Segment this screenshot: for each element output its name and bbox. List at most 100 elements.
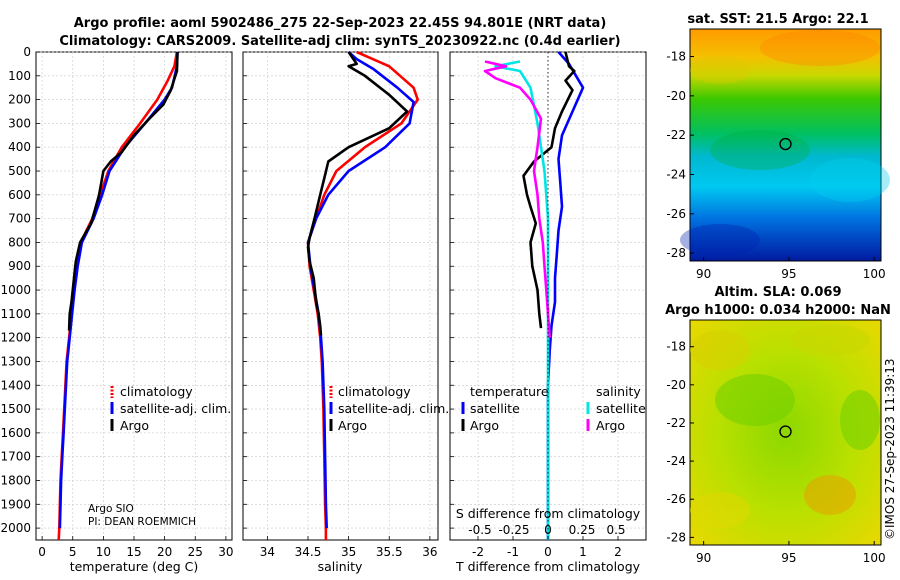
- x-tick-label: 30: [218, 545, 233, 559]
- s-diff-tick-label: -0.25: [498, 523, 529, 537]
- x-tick-label: 20: [157, 545, 172, 559]
- depth-tick-label: 200: [8, 93, 31, 107]
- x-tick-label: -1: [507, 545, 519, 559]
- data-provider-label: Argo SIO: [88, 503, 134, 515]
- argo-float-position-marker: [779, 137, 792, 151]
- depth-tick-label: 1800: [0, 473, 31, 487]
- x-tick-label: 0: [544, 545, 552, 559]
- s-diff-tick-label: 0.5: [606, 523, 625, 537]
- series-salinity-satellite: [494, 60, 550, 540]
- depth-tick-label: 300: [8, 116, 31, 130]
- x-tick-label: 0: [38, 545, 46, 559]
- s-difference-axis-label: S difference from climatology: [456, 506, 641, 521]
- map-y-tick-label: -26: [666, 492, 686, 506]
- depth-tick-label: 1100: [0, 307, 31, 321]
- map-x-tick-label: 90: [696, 267, 711, 281]
- map-x-tick-label: 100: [863, 267, 886, 281]
- figure-title-line1: Argo profile: aoml 5902486_275 22-Sep-20…: [74, 16, 607, 31]
- series-argo: [67, 51, 179, 331]
- depth-tick-label: 1200: [0, 331, 31, 345]
- map-y-tick-label: -22: [666, 416, 686, 430]
- t-difference-axis-label: T difference from climatology: [455, 559, 641, 574]
- map-y-tick-label: -18: [666, 340, 686, 354]
- legend-header-temperature: temperature: [470, 384, 549, 399]
- legend-label-satellite: satellite-adj. clim.: [338, 401, 449, 416]
- salinity-axis-label: salinity: [318, 559, 363, 574]
- legend-label-s-satellite: satellite: [596, 401, 646, 416]
- x-tick-label: 35.5: [376, 545, 403, 559]
- temperature-axis-label: temperature (deg C): [70, 559, 199, 574]
- s-diff-tick-label: -0.5: [468, 523, 491, 537]
- figure-title-line2: Climatology: CARS2009. Satellite-adj cli…: [59, 34, 620, 49]
- legend-label-climatology: climatology: [120, 384, 193, 399]
- sla-map-title-line2: Argo h1000: 0.034 h2000: NaN: [665, 303, 891, 318]
- depth-tick-label: 1500: [0, 402, 31, 416]
- depth-tick-label: 1700: [0, 450, 31, 464]
- depth-tick-label: 700: [8, 212, 31, 226]
- map-x-tick-label: 100: [863, 551, 886, 565]
- map-y-tick-label: -28: [666, 530, 686, 544]
- depth-tick-label: 1600: [0, 426, 31, 440]
- legend-label-satellite: satellite-adj. clim.: [120, 401, 231, 416]
- legend-label-argo: Argo: [338, 418, 367, 433]
- depth-tick-label: 0: [23, 45, 31, 59]
- depth-tick-label: 800: [8, 235, 31, 249]
- sst-texture: [680, 30, 890, 256]
- map-y-tick-label: -26: [666, 207, 686, 221]
- x-tick-label: 15: [126, 545, 141, 559]
- temperature-legend: climatology satellite-adj. clim. Argo: [110, 384, 231, 433]
- map-x-tick-label: 95: [781, 267, 796, 281]
- x-tick-label: -2: [472, 545, 484, 559]
- legend-label-argo: Argo: [120, 418, 149, 433]
- series-argo: [306, 51, 409, 336]
- legend-label-t-argo: Argo: [470, 418, 499, 433]
- depth-tick-label: 1400: [0, 378, 31, 392]
- x-tick-label: 34.5: [295, 545, 322, 559]
- depth-tick-label: 1900: [0, 497, 31, 511]
- copyright-stamp: ©IMOS 27-Sep-2023 11:39:13: [883, 358, 897, 540]
- x-tick-label: 5: [69, 545, 77, 559]
- series-salinity-argo: [483, 60, 552, 338]
- legend-header-salinity: salinity: [596, 384, 641, 399]
- x-tick-label: 25: [188, 545, 203, 559]
- map-y-tick-label: -22: [666, 128, 686, 142]
- map-x-tick-label: 90: [696, 551, 711, 565]
- legend-label-climatology: climatology: [338, 384, 411, 399]
- s-diff-tick-label: 0.25: [569, 523, 596, 537]
- sla-texture: [690, 324, 880, 528]
- depth-tick-label: 600: [8, 188, 31, 202]
- series-temperature-argo: [522, 51, 576, 329]
- map-y-tick-label: -24: [666, 454, 686, 468]
- salinity-legend: climatology satellite-adj. clim. Argo: [329, 384, 449, 433]
- map-y-tick-label: -20: [666, 89, 686, 103]
- depth-tick-label: 1300: [0, 354, 31, 368]
- map-y-tick-label: -18: [666, 50, 686, 64]
- salinity-panel: [242, 51, 439, 541]
- map-y-tick-label: -28: [666, 246, 686, 260]
- legend-label-s-argo: Argo: [596, 418, 625, 433]
- sst-heatmap: [689, 28, 882, 262]
- argo-float-position-marker: [779, 425, 792, 438]
- x-tick-label: 35: [341, 545, 356, 559]
- x-tick-label: 34: [260, 545, 275, 559]
- x-tick-label: 2: [614, 545, 622, 559]
- map-y-tick-label: -20: [666, 378, 686, 392]
- depth-tick-label: 1000: [0, 283, 31, 297]
- x-tick-label: 10: [96, 545, 111, 559]
- difference-legend: temperature salinity satellite Argo sate…: [461, 384, 646, 433]
- depth-tick-label: 500: [8, 164, 31, 178]
- legend-label-t-satellite: satellite: [470, 401, 520, 416]
- pi-label: PI: DEAN ROEMMICH: [88, 516, 196, 528]
- depth-tick-label: 400: [8, 140, 31, 154]
- map-y-tick-label: -24: [666, 167, 686, 181]
- x-tick-label: 36: [422, 545, 437, 559]
- depth-tick-label: 900: [8, 259, 31, 273]
- sst-map-title: sat. SST: 21.5 Argo: 22.1: [687, 12, 868, 27]
- depth-tick-label: 100: [8, 69, 31, 83]
- depth-tick-label: 2000: [0, 521, 31, 535]
- map-x-tick-label: 95: [781, 551, 796, 565]
- s-diff-tick-label: 0: [544, 523, 552, 537]
- x-tick-label: 1: [579, 545, 587, 559]
- sla-map-title-line1: Altim. SLA: 0.069: [715, 285, 842, 300]
